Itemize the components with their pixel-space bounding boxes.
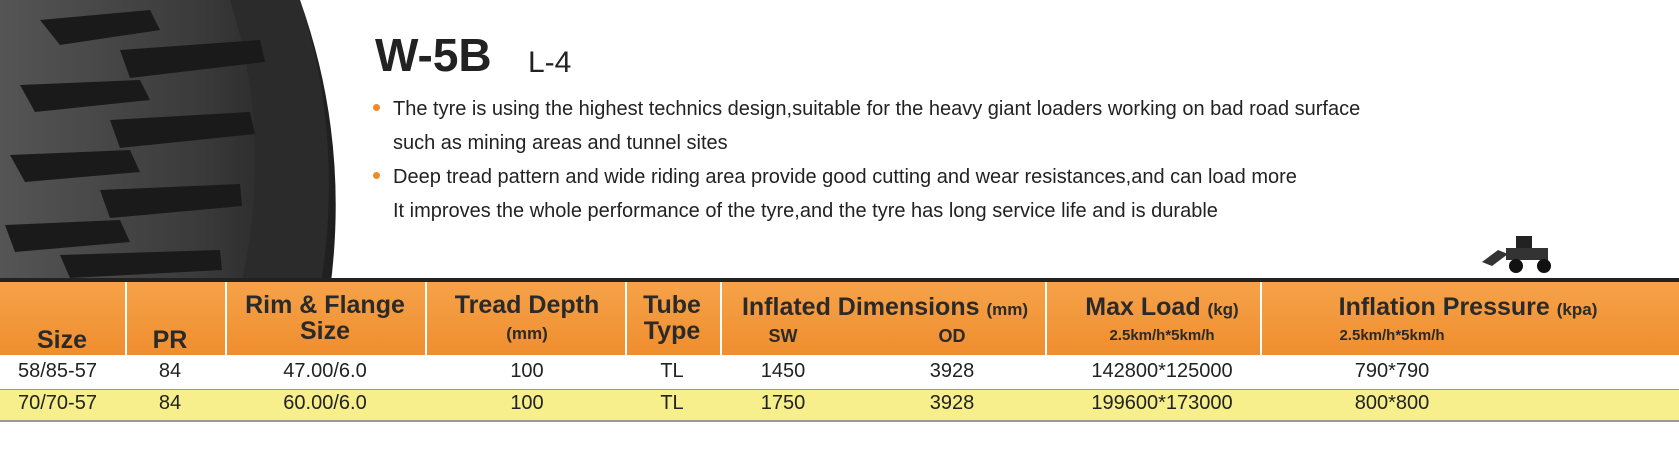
row-rule [0, 389, 1679, 390]
cell: TL [660, 360, 684, 382]
cell: 1450 [760, 360, 806, 382]
column-divider [1045, 282, 1047, 355]
header-load-speed: 2.5km/h*5km/h [1109, 327, 1215, 344]
description-line: such as mining areas and tunnel sites [393, 132, 728, 154]
header-sw: SW [768, 326, 798, 346]
bullet [373, 104, 380, 111]
column-divider [425, 282, 427, 355]
description-line: It improves the whole performance of the… [393, 200, 1218, 222]
cell: 3928 [929, 360, 975, 382]
description-line: The tyre is using the highest technics d… [373, 92, 1360, 126]
column-divider [225, 282, 227, 355]
table-header [0, 282, 1679, 355]
cell: 58/85-57 [18, 360, 97, 382]
cell: 199600*173000 [1091, 392, 1233, 414]
cell: 142800*125000 [1091, 360, 1233, 382]
column-divider [125, 282, 127, 355]
row-rule [0, 420, 1679, 422]
cell: 790*790 [1354, 360, 1430, 382]
header-pressure-speed: 2.5km/h*5km/h [1339, 327, 1445, 344]
bullet [373, 172, 380, 179]
cell: 60.00/6.0 [283, 392, 367, 414]
header-load: Max Load (kg) [1085, 293, 1239, 321]
cell: 84 [158, 360, 182, 382]
column-divider [720, 282, 722, 355]
cell: 100 [510, 360, 544, 382]
cell: 70/70-57 [18, 392, 97, 414]
header-pressure: Inflation Pressure (kpa) [1338, 293, 1598, 321]
header-rim: Rim & Flange Size [245, 291, 405, 345]
header-tread: Tread Depth (mm) [454, 291, 600, 343]
cell: 1750 [760, 392, 806, 414]
header-pr: PR [152, 326, 188, 354]
cell: 47.00/6.0 [283, 360, 367, 382]
description-line: Deep tread pattern and wide riding area … [373, 160, 1360, 194]
description: The tyre is using the highest technics d… [373, 92, 1360, 228]
cell: 84 [158, 392, 182, 414]
header-dimensions: Inflated Dimensions (mm) [741, 293, 1029, 321]
header-tube: Tube Type [643, 291, 701, 345]
model-subtitle: L-4 [528, 46, 572, 79]
header-od: OD [938, 326, 966, 346]
header-size: Size [36, 326, 88, 354]
loader-icon [1482, 236, 1551, 273]
cell: 3928 [929, 392, 975, 414]
model-title: W-5B [375, 29, 492, 81]
column-divider [625, 282, 627, 355]
cell: 800*800 [1354, 392, 1430, 414]
tyre-image [0, 0, 336, 290]
row-highlight [0, 390, 1679, 420]
column-divider [1260, 282, 1262, 355]
cell: 100 [510, 392, 544, 414]
table-top-rule [0, 278, 1679, 282]
cell: TL [660, 392, 684, 414]
